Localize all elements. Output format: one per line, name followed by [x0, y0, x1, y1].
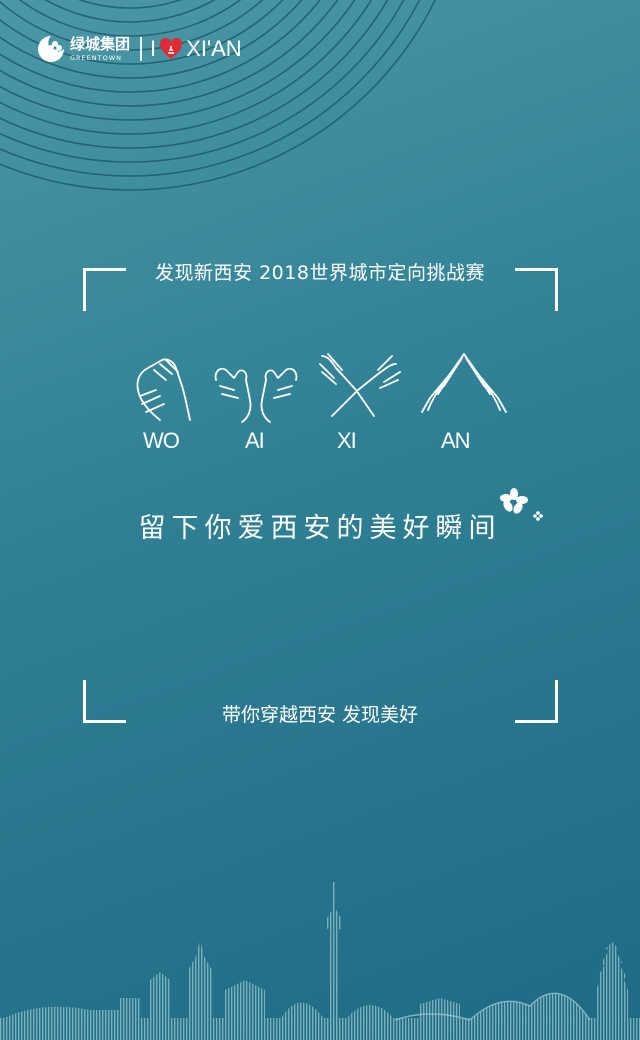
- brand-divider: [140, 37, 143, 61]
- crossed-hands-icon: [319, 353, 401, 417]
- flower-icon: [500, 488, 543, 521]
- hand-label-wo: WO: [143, 428, 180, 453]
- frame-corner-bottom-left: [83, 680, 126, 723]
- hand-label-ai: AI: [245, 428, 265, 453]
- event-title: 发现新西安 2018世界城市定向挑战赛: [155, 262, 485, 284]
- city-skyline: [0, 882, 640, 1040]
- hand-label-xi: XI: [337, 428, 357, 453]
- slogan: 留下你爱西安的美好瞬间: [138, 513, 502, 544]
- greentown-logo-icon: [38, 36, 64, 62]
- heart-hands-icon: [214, 367, 298, 423]
- brand-header: 绿城集团 GREENTOWN I XI'AN: [36, 34, 242, 64]
- company-name-cn: 绿城集团: [70, 34, 131, 53]
- hand-signs: [136, 353, 507, 423]
- hand-label-an: AN: [441, 428, 471, 453]
- frame-corner-top-right: [515, 268, 558, 311]
- tagline: 带你穿越西安 发现美好: [221, 704, 419, 726]
- arc-pattern: [0, 0, 436, 191]
- company-name-en: GREENTOWN: [70, 53, 123, 62]
- heart-icon: [160, 38, 183, 59]
- i-love-xian-logo: I XI'AN: [150, 36, 242, 62]
- frame-corner-top-left: [83, 268, 126, 311]
- i-letter: I: [150, 36, 157, 61]
- city-name: XI'AN: [186, 36, 242, 61]
- roof-hands-icon: [421, 353, 507, 413]
- frame-corner-bottom-right: [515, 680, 558, 723]
- clasped-hands-icon: [136, 358, 191, 421]
